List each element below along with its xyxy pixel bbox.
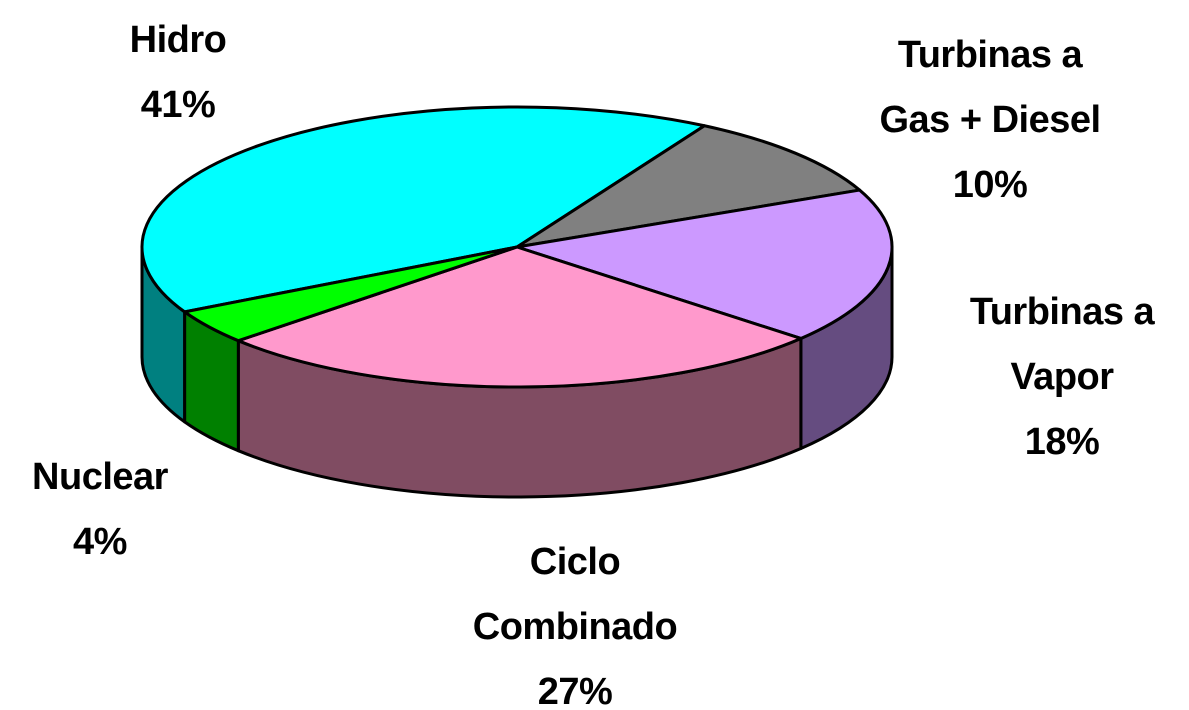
value-label: 41% (140, 84, 216, 126)
value-label: 10% (952, 164, 1028, 206)
category-name: Turbinas a Gas + Diesel (879, 34, 1101, 141)
slice-label: Hidro 41% (78, 8, 278, 138)
pie-slice (140, 105, 706, 314)
slice-label: Turbinas a Vapor 18% (960, 280, 1165, 475)
pie-slice (515, 188, 894, 340)
pie-slice (236, 245, 803, 389)
category-name: Ciclo Combinado (472, 541, 678, 648)
slice-label: Turbinas a Gas + Diesel 10% (865, 23, 1115, 218)
value-label: 4% (73, 521, 127, 563)
slice-label: Ciclo Combinado 27% (455, 530, 695, 710)
pie-top (140, 105, 894, 389)
value-label: 18% (1024, 421, 1100, 463)
pie-slice (515, 124, 862, 249)
pie-slice (183, 245, 519, 343)
value-label: 27% (537, 671, 613, 710)
slice-label: Nuclear 4% (0, 445, 200, 575)
category-name: Hidro (129, 19, 227, 61)
category-name: Turbinas a Vapor (969, 291, 1155, 398)
category-name: Nuclear (32, 456, 168, 498)
